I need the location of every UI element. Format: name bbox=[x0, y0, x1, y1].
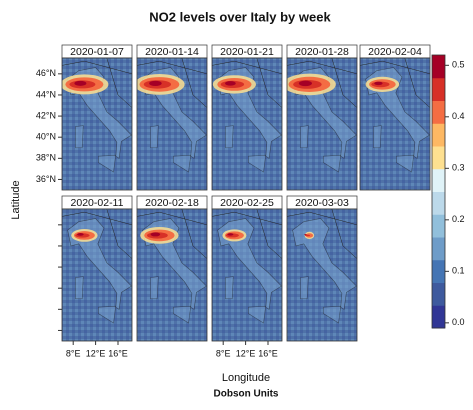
island bbox=[300, 126, 308, 148]
hotspot bbox=[299, 81, 312, 87]
hotspot bbox=[77, 233, 84, 236]
colorbar-band bbox=[432, 192, 445, 215]
panel-title: 2020-01-21 bbox=[220, 46, 274, 58]
x-tick-label: 8°E bbox=[216, 348, 231, 358]
colorbar-tick-label: 0.1 bbox=[452, 266, 465, 276]
island bbox=[225, 277, 233, 299]
colorbar-band bbox=[432, 55, 445, 78]
x-axis-label: Longitude bbox=[222, 372, 270, 384]
x-tick-label: 16°E bbox=[108, 348, 128, 358]
colorbar-label: Dobson Units bbox=[214, 389, 279, 400]
island bbox=[300, 277, 308, 299]
hotspot bbox=[304, 234, 306, 235]
panel bbox=[287, 209, 357, 341]
chart-title: NO2 levels over Italy by week bbox=[149, 9, 331, 24]
panel-title: 2020-02-04 bbox=[368, 46, 422, 58]
colorbar-band bbox=[432, 283, 445, 306]
chart: NO2 levels over Italy by week Latitude L… bbox=[0, 0, 473, 405]
panel bbox=[283, 58, 357, 190]
island bbox=[373, 126, 381, 148]
hotspot bbox=[74, 81, 86, 86]
y-tick-label: 42°N bbox=[36, 110, 56, 120]
colorbar-band bbox=[432, 78, 445, 101]
island bbox=[150, 277, 158, 299]
colorbar-band bbox=[432, 123, 445, 146]
colorbar-band bbox=[432, 237, 445, 260]
panel bbox=[360, 58, 430, 190]
panel bbox=[60, 58, 132, 190]
colorbar-band bbox=[432, 214, 445, 237]
hotspot bbox=[149, 81, 162, 86]
y-axis-label: Latitude bbox=[10, 180, 22, 219]
panel bbox=[62, 209, 132, 341]
colorbar-tick-label: 0.0 bbox=[452, 317, 465, 327]
panel-title: 2020-02-18 bbox=[145, 197, 199, 209]
island bbox=[150, 126, 158, 148]
panel-title: 2020-01-14 bbox=[145, 46, 199, 58]
panel-title: 2020-02-25 bbox=[220, 197, 274, 209]
x-tick-label: 12°E bbox=[236, 348, 256, 358]
y-tick-label: 46°N bbox=[36, 68, 56, 78]
island bbox=[75, 126, 83, 148]
panel bbox=[212, 209, 282, 341]
panel-title: 2020-01-28 bbox=[295, 46, 349, 58]
panel-title: 2020-03-03 bbox=[295, 197, 349, 209]
panel-title: 2020-02-11 bbox=[71, 197, 124, 209]
y-tick-label: 44°N bbox=[36, 89, 56, 99]
y-tick-label: 38°N bbox=[36, 153, 56, 163]
colorbar-band bbox=[432, 305, 445, 328]
island bbox=[225, 126, 233, 148]
hotspot bbox=[225, 81, 236, 86]
colorbar-band bbox=[432, 101, 445, 124]
colorbar-tick-label: 0.3 bbox=[452, 163, 465, 173]
colorbar-band bbox=[432, 260, 445, 283]
hotspot bbox=[227, 233, 233, 236]
panel-title: 2020-01-07 bbox=[70, 46, 124, 58]
colorbar-band bbox=[432, 146, 445, 169]
hotspot bbox=[151, 232, 161, 236]
island bbox=[75, 277, 83, 299]
y-tick-label: 40°N bbox=[36, 132, 56, 142]
colorbar-tick-label: 0.4 bbox=[452, 111, 465, 121]
panel bbox=[212, 58, 282, 190]
y-tick-label: 36°N bbox=[36, 174, 56, 184]
hotspot bbox=[374, 82, 382, 86]
x-tick-label: 16°E bbox=[258, 348, 278, 358]
colorbar-band bbox=[432, 169, 445, 192]
x-tick-label: 8°E bbox=[66, 348, 81, 358]
panel bbox=[134, 58, 207, 190]
colorbar-tick-label: 0.5 bbox=[452, 60, 465, 70]
x-tick-label: 12°E bbox=[86, 348, 106, 358]
panel bbox=[137, 209, 207, 341]
colorbar-tick-label: 0.2 bbox=[452, 214, 465, 224]
